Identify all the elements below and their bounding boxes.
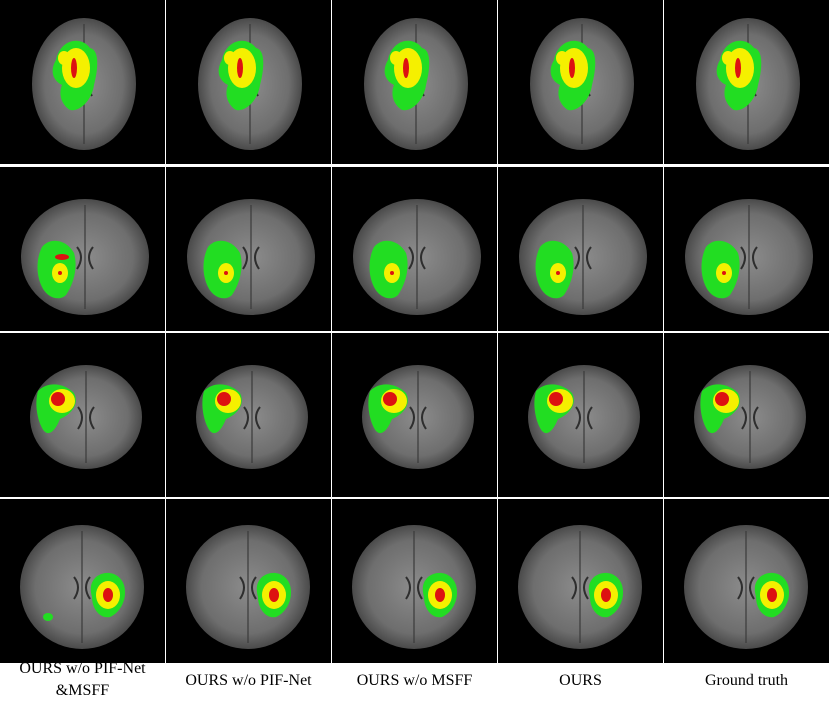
mri-slice-r2-c5 <box>664 167 829 331</box>
necrotic-region <box>549 392 563 406</box>
mri-slice-r1-c2 <box>166 0 331 164</box>
mri-image <box>362 365 474 469</box>
necrotic-region <box>383 392 397 406</box>
mri-image <box>198 18 302 150</box>
necrotic-region <box>556 271 560 275</box>
mri-image <box>352 525 476 649</box>
mri-slice-r3-c1 <box>0 333 165 497</box>
necrotic-false-positive <box>55 254 69 260</box>
necrotic-region <box>237 58 243 78</box>
mri-image <box>186 525 310 649</box>
mri-image <box>685 199 813 315</box>
mri-image <box>196 365 308 469</box>
mri-slice-r3-c3 <box>332 333 497 497</box>
necrotic-region <box>71 58 77 78</box>
necrotic-region <box>51 392 65 406</box>
ventricles <box>740 246 758 270</box>
necrotic-region <box>767 588 777 602</box>
column-label-5: Ground truth <box>704 672 789 689</box>
ventricles <box>77 406 95 430</box>
ventricles <box>737 576 755 600</box>
necrotic-region <box>715 392 729 406</box>
mri-slice-r1-c1 <box>0 0 165 164</box>
mri-image <box>353 199 481 315</box>
mri-image <box>530 18 634 150</box>
ventricles <box>239 576 257 600</box>
edema-false-positive <box>43 613 53 621</box>
mri-slice-r2-c1 <box>0 167 165 331</box>
mri-slice-r4-c5 <box>664 499 829 663</box>
ventricles <box>408 246 426 270</box>
mri-image <box>528 365 640 469</box>
necrotic-region <box>569 58 575 78</box>
column-label-4: OURS <box>559 672 602 689</box>
column-label-2: OURS w/o PIF-Net <box>185 672 312 689</box>
ventricles <box>574 246 592 270</box>
column-labels: OURS w/o PIF-Net &MSFF OURS w/o PIF-Net … <box>0 658 829 715</box>
necrotic-region <box>435 588 445 602</box>
mri-image <box>696 18 800 150</box>
segmentation-grid <box>0 0 829 663</box>
mri-image <box>684 525 808 649</box>
mri-image <box>519 199 647 315</box>
mri-image <box>21 199 149 315</box>
enhancing-region-secondary <box>58 51 70 65</box>
necrotic-region <box>269 588 279 602</box>
enhancing-region-secondary <box>390 51 402 65</box>
necrotic-region <box>722 271 726 275</box>
enhancing-region-secondary <box>722 51 734 65</box>
ventricles <box>405 576 423 600</box>
mri-slice-r3-c4 <box>498 333 663 497</box>
necrotic-region <box>224 271 228 275</box>
mri-slice-r4-c2 <box>166 499 331 663</box>
ventricles <box>409 406 427 430</box>
mri-slice-r2-c3 <box>332 167 497 331</box>
mri-slice-r1-c5 <box>664 0 829 164</box>
necrotic-region <box>58 271 62 275</box>
mri-image <box>694 365 806 469</box>
necrotic-region <box>403 58 409 78</box>
mri-slice-r4-c1 <box>0 499 165 663</box>
necrotic-region <box>217 392 231 406</box>
necrotic-region <box>390 271 394 275</box>
necrotic-region <box>103 588 113 602</box>
ventricles <box>575 406 593 430</box>
mri-image <box>30 365 142 469</box>
enhancing-region-secondary <box>224 51 236 65</box>
mri-image <box>20 525 144 649</box>
ventricles <box>76 246 94 270</box>
ventricles <box>73 576 91 600</box>
ventricles <box>242 246 260 270</box>
mri-image <box>32 18 136 150</box>
mri-slice-r4-c3 <box>332 499 497 663</box>
ventricles <box>571 576 589 600</box>
column-label-1: OURS w/o PIF-Net &MSFF <box>19 660 146 699</box>
column-label-3: OURS w/o MSFF <box>356 672 473 689</box>
mri-slice-r3-c2 <box>166 333 331 497</box>
mri-slice-r4-c4 <box>498 499 663 663</box>
mri-image <box>187 199 315 315</box>
mri-image <box>518 525 642 649</box>
mri-slice-r1-c4 <box>498 0 663 164</box>
ventricles <box>243 406 261 430</box>
ventricles <box>741 406 759 430</box>
mri-image <box>364 18 468 150</box>
enhancing-region-secondary <box>556 51 568 65</box>
mri-slice-r3-c5 <box>664 333 829 497</box>
mri-slice-r2-c2 <box>166 167 331 331</box>
mri-slice-r1-c3 <box>332 0 497 164</box>
mri-slice-r2-c4 <box>498 167 663 331</box>
necrotic-region <box>601 588 611 602</box>
necrotic-region <box>735 58 741 78</box>
